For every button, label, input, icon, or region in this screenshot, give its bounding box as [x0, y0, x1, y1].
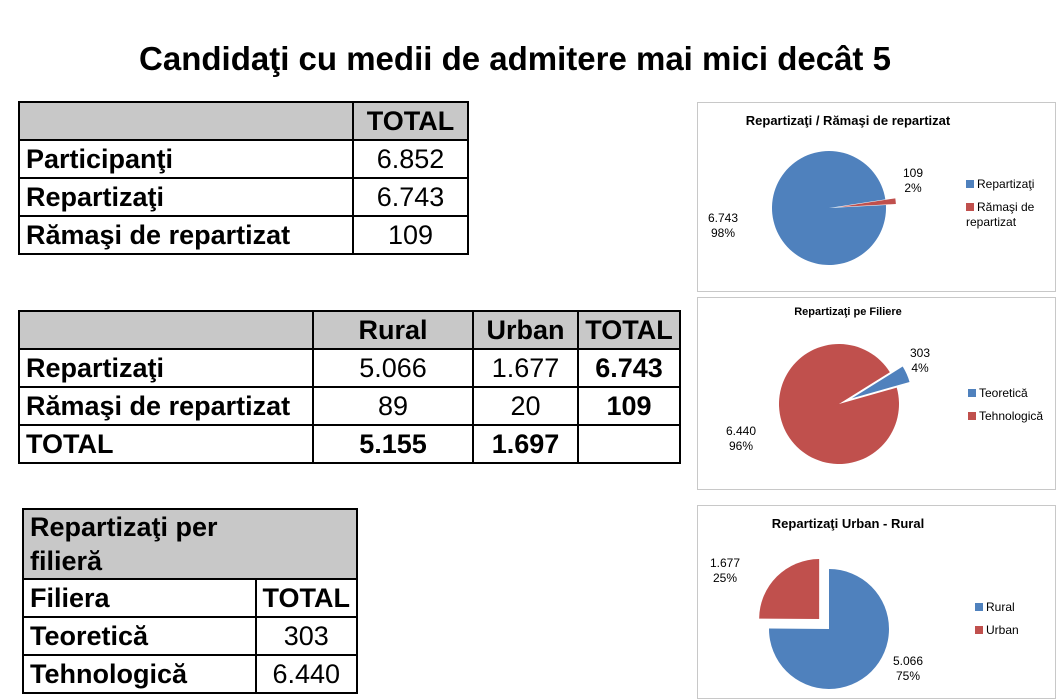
legend-swatch — [975, 603, 983, 611]
legend-item: Repartizaţi — [966, 177, 1048, 192]
cell-total: 6.743 — [352, 177, 469, 217]
header-cell: Filiera — [22, 578, 257, 618]
data-label-percent: 96% — [729, 439, 754, 453]
table-participants: TOTAL Participanţi 6.852 Repartizaţi 6.743… — [18, 101, 469, 255]
data-label-value: 6.743 — [708, 211, 739, 225]
row-label: Rămaşi de repartizat — [18, 215, 354, 255]
data-label: 303 4% — [910, 346, 930, 376]
data-label-value: 1.677 — [710, 556, 741, 570]
table-row: Teoretică 303 — [22, 616, 358, 656]
table-row: Rămaşi de repartizat 109 — [18, 215, 469, 255]
caption-filler — [255, 508, 358, 580]
table-row: Rămaşi de repartizat 89 20 109 — [18, 386, 681, 426]
table-row: Repartizaţi 5.066 1.677 6.743 — [18, 348, 681, 388]
cell-total: 6.743 — [577, 348, 681, 388]
pie-slice-0 — [769, 569, 889, 689]
data-label: 5.066 75% — [893, 654, 923, 684]
pie-slice-1 — [838, 198, 896, 207]
legend-item: Tehnologică — [968, 409, 1050, 424]
pie-slice-0 — [772, 150, 886, 265]
header-cell: TOTAL — [254, 578, 358, 618]
legend-item: Rural — [975, 600, 1057, 615]
pie-chart: Repartizaţi / Rămaşi de repartizat 6.743 9… — [697, 102, 1056, 292]
header-cell: Urban — [472, 310, 579, 350]
page-title: Candidaţi cu medii de admitere mai mici … — [139, 40, 891, 77]
chart-title: Repartizaţi / Rămaşi de repartizat — [745, 113, 951, 128]
data-label-value: 303 — [910, 346, 931, 360]
table-caption-row: Repartizaţi per filieră — [22, 508, 358, 580]
pie-chart: Repartizaţi Urban - Rural 5.066 75% 1.677 25… — [697, 505, 1056, 699]
legend-item: Urban — [975, 623, 1057, 638]
legend-label: Tehnologică — [979, 409, 1044, 423]
data-label-percent: 98% — [711, 226, 736, 240]
header-cell: TOTAL — [577, 310, 681, 350]
header-cell-empty — [18, 310, 314, 350]
data-label-percent: 4% — [911, 361, 929, 375]
cell-total: 303 — [254, 616, 358, 656]
table-header-row: TOTAL — [18, 101, 469, 141]
cell-urban: 1.697 — [472, 424, 579, 464]
data-label-value: 109 — [903, 166, 924, 180]
pie-slice-1 — [759, 559, 820, 620]
header-cell: Rural — [312, 310, 474, 350]
chart-title: Repartizaţi Urban - Rural — [771, 516, 925, 531]
legend-item: Teoretică — [968, 386, 1050, 401]
table-caption: Repartizaţi per filieră — [22, 508, 256, 580]
header-cell-empty — [18, 101, 354, 141]
data-label: 6.743 98% — [708, 211, 738, 241]
header-cell: TOTAL — [352, 101, 469, 141]
legend-label: Urban — [986, 623, 1019, 637]
cell-total: 6.440 — [254, 654, 358, 694]
data-label-percent: 2% — [904, 181, 922, 195]
cell-rural: 89 — [312, 386, 474, 426]
data-label: 1.677 25% — [710, 556, 740, 586]
legend-swatch — [966, 180, 974, 188]
cell-urban: 20 — [472, 386, 579, 426]
pie-slice-1 — [779, 344, 899, 464]
table-rural-urban: Rural Urban TOTAL Repartizaţi 5.066 1.677 6… — [18, 310, 681, 464]
legend-item: Rămaşi de repartizat — [966, 200, 1048, 230]
cell-urban: 1.677 — [472, 348, 579, 388]
legend-label: Rămaşi de repartizat — [966, 200, 1035, 229]
legend-swatch — [968, 412, 976, 420]
row-label: Tehnologică — [22, 654, 257, 694]
row-label: Repartizaţi — [18, 348, 314, 388]
legend-swatch — [966, 203, 974, 211]
row-label: Rămaşi de repartizat — [18, 386, 314, 426]
cell-rural: 5.066 — [312, 348, 474, 388]
data-label-value: 5.066 — [893, 654, 924, 668]
row-label: Teoretică — [22, 616, 257, 656]
table-row: Tehnologică 6.440 — [22, 654, 358, 694]
data-label-percent: 25% — [713, 571, 738, 585]
table-header-row: Rural Urban TOTAL — [18, 310, 681, 350]
chart-legend: Rural Urban — [975, 600, 1057, 646]
table-row: TOTAL 5.155 1.697 — [18, 424, 681, 464]
cell-total — [577, 424, 681, 464]
chart-legend: Teoretică Tehnologică — [968, 386, 1050, 432]
row-label: Repartizaţi — [18, 177, 354, 217]
pie-chart: Repartizaţi pe Filiere 303 4% 6.440 96% Teore… — [697, 297, 1056, 490]
data-label: 6.440 96% — [726, 424, 756, 454]
chart-title: Repartizaţi pe Filiere — [794, 306, 902, 318]
cell-total: 109 — [577, 386, 681, 426]
legend-swatch — [975, 626, 983, 634]
table-filiera: Repartizaţi per filieră Filiera TOTAL Teo… — [22, 508, 358, 694]
cell-total: 109 — [352, 215, 469, 255]
table-row: Participanţi 6.852 — [18, 139, 469, 179]
row-label: TOTAL — [18, 424, 314, 464]
cell-rural: 5.155 — [312, 424, 474, 464]
row-label: Participanţi — [18, 139, 354, 179]
pie-slice-0 — [851, 366, 910, 399]
data-label-percent: 75% — [896, 669, 921, 683]
legend-label: Rural — [986, 600, 1015, 614]
chart-legend: Repartizaţi Rămaşi de repartizat — [966, 177, 1048, 238]
data-label: 109 2% — [903, 166, 923, 196]
cell-total: 6.852 — [352, 139, 469, 179]
data-label-value: 6.440 — [726, 424, 757, 438]
table-row: Repartizaţi 6.743 — [18, 177, 469, 217]
legend-label: Teoretică — [979, 386, 1028, 400]
legend-label: Repartizaţi — [977, 177, 1035, 191]
legend-swatch — [968, 389, 976, 397]
table-header-row: Filiera TOTAL — [22, 578, 358, 618]
